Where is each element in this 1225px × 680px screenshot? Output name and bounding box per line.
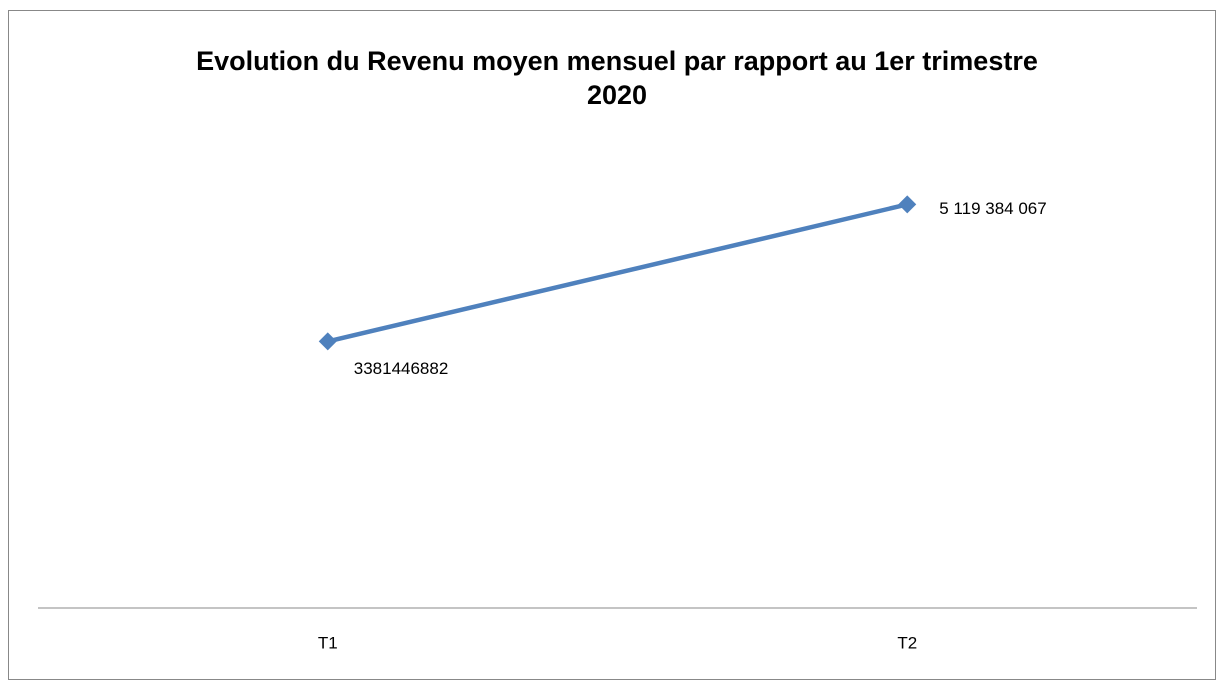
data-label: 5 119 384 067 bbox=[939, 199, 1046, 218]
marker bbox=[898, 195, 917, 214]
series-line bbox=[327, 202, 908, 344]
x-tick-label: T2 bbox=[897, 633, 917, 652]
x-tick-label: T1 bbox=[318, 633, 338, 652]
chart-title: Evolution du Revenu moyen mensuel par ra… bbox=[196, 46, 1038, 110]
data-label: 3381446882 bbox=[354, 359, 449, 378]
marker bbox=[318, 332, 337, 351]
